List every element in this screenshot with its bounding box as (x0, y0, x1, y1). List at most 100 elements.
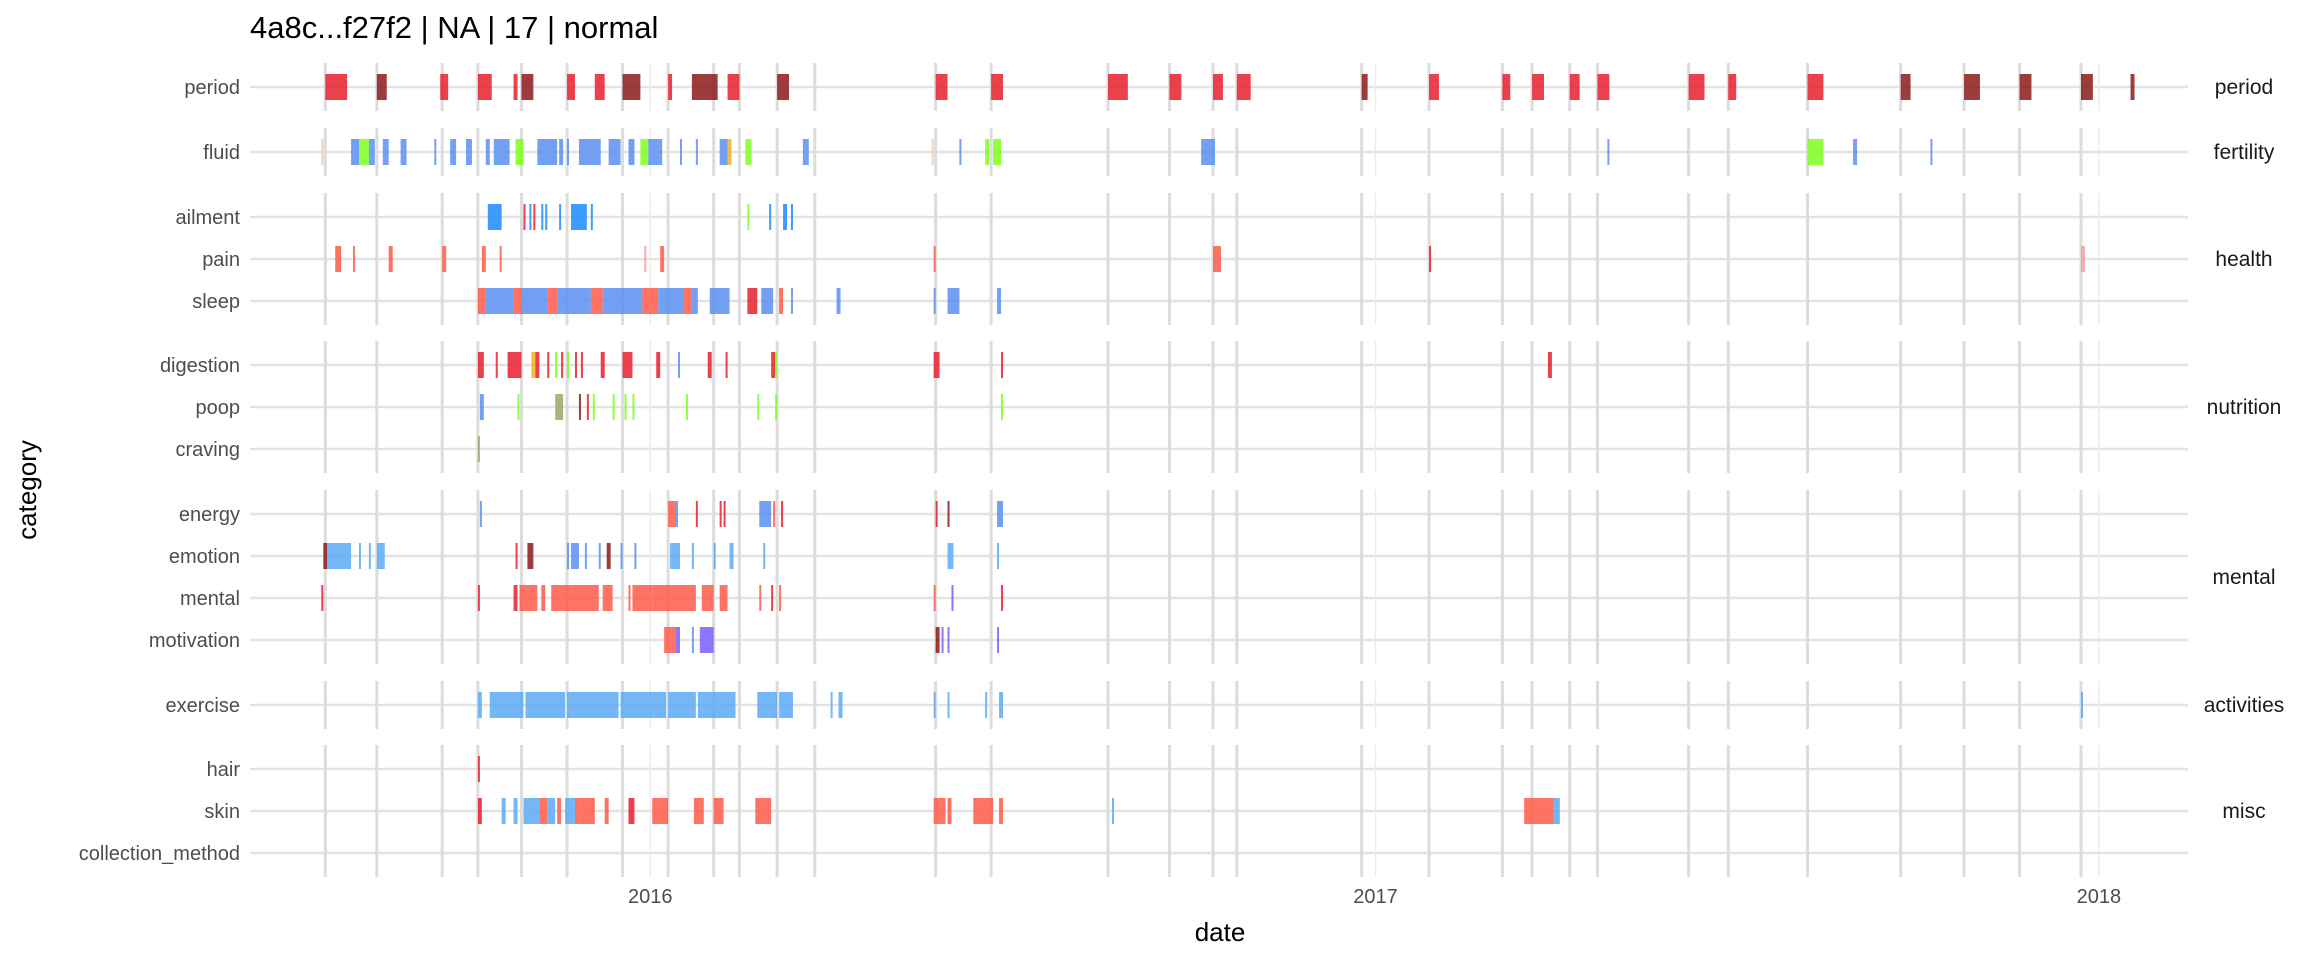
event-bar-motivation (941, 627, 944, 653)
event-bar-digestion (600, 352, 605, 378)
event-bar-sleep (836, 288, 841, 314)
event-bar-period (1213, 74, 1223, 100)
event-bar-motivation (664, 627, 677, 653)
event-bar-fluid (559, 139, 564, 165)
event-bar-sleep (997, 288, 1002, 314)
group-label-fertility: fertility (2214, 141, 2275, 164)
event-bar-sleep (642, 288, 659, 314)
event-bar-digestion (574, 352, 577, 378)
event-bar-fluid (680, 139, 683, 165)
event-bar-ailment (559, 204, 562, 230)
event-bar-emotion (763, 543, 766, 569)
event-bar-energy (759, 501, 772, 527)
event-bar-period (1429, 74, 1439, 100)
event-bar-sleep (485, 288, 514, 314)
facet-panel-mental (250, 490, 2188, 664)
event-bar-mental (571, 585, 599, 611)
event-bar-emotion (323, 543, 328, 569)
event-bar-fluid (628, 139, 635, 165)
event-bar-sleep (521, 288, 548, 314)
event-bar-sleep (933, 288, 936, 314)
event-bar-fluid (1807, 139, 1824, 165)
series-motivation (664, 627, 1000, 653)
event-bar-emotion (327, 543, 352, 569)
group-label-activities: activities (2204, 694, 2285, 717)
group-label-misc: misc (2222, 800, 2265, 823)
event-bar-energy (997, 501, 1004, 527)
event-bar-period (1807, 74, 1824, 100)
event-bar-digestion (561, 352, 564, 378)
event-bar-period (2080, 74, 2093, 100)
event-bar-ailment (769, 204, 772, 230)
event-bar-fluid (358, 139, 369, 165)
event-bar-period (991, 74, 1004, 100)
event-bar-pain (353, 246, 356, 272)
event-bar-fluid (400, 139, 407, 165)
event-bar-period (594, 74, 605, 100)
event-bar-emotion (670, 543, 681, 569)
event-bar-emotion (634, 543, 637, 569)
event-bar-ailment (533, 204, 536, 230)
row-label-period: period (184, 77, 240, 99)
event-bar-ailment (571, 204, 587, 230)
facet-panel-nutrition (250, 341, 2188, 473)
event-bar-ailment (529, 204, 532, 230)
event-bar-pain (388, 246, 393, 272)
event-bar-fluid (578, 139, 601, 165)
event-bar-energy (947, 501, 950, 527)
event-bar-skin (628, 798, 635, 824)
event-bar-poop (775, 394, 778, 420)
event-bar-period (1688, 74, 1705, 100)
row-label-exercise: exercise (166, 695, 240, 717)
event-bar-sleep (547, 288, 558, 314)
event-bar-exercise (830, 692, 833, 718)
event-bar-emotion (947, 543, 954, 569)
event-bar-skin (477, 798, 482, 824)
event-bar-exercise (985, 692, 988, 718)
event-bar-energy (723, 501, 726, 527)
event-bar-fluid (321, 139, 324, 165)
event-bar-fluid (567, 139, 570, 165)
event-bar-skin (933, 798, 946, 824)
event-bar-hair (477, 756, 480, 782)
event-bar-period (668, 74, 673, 100)
event-bar-emotion (571, 543, 579, 569)
event-bar-digestion (580, 352, 583, 378)
facet-panel-fertility (250, 128, 2188, 176)
event-bar-energy (668, 501, 677, 527)
event-bar-pain (660, 246, 665, 272)
group-label-nutrition: nutrition (2207, 396, 2282, 419)
event-bar-poop (592, 394, 595, 420)
series-sleep (477, 288, 1002, 314)
event-bar-fluid (985, 139, 990, 165)
event-bar-fluid (493, 139, 510, 165)
event-bar-skin (557, 798, 562, 824)
event-bar-skin (513, 798, 518, 824)
event-bar-digestion (1547, 352, 1552, 378)
event-bar-exercise (757, 692, 778, 718)
event-bar-poop (578, 394, 581, 420)
series-exercise (477, 692, 2083, 718)
event-bar-exercise (525, 692, 566, 718)
event-bar-period (1361, 74, 1368, 100)
event-bar-emotion (368, 543, 371, 569)
event-bar-emotion (606, 543, 611, 569)
event-bar-sleep (747, 288, 758, 314)
event-bar-skin (539, 798, 548, 824)
event-bar-period (1900, 74, 1911, 100)
event-bar-emotion (729, 543, 734, 569)
event-bar-digestion (495, 352, 498, 378)
event-bar-sleep (709, 288, 730, 314)
event-bar-period (622, 74, 641, 100)
series-period (325, 74, 2135, 100)
event-bar-fluid (745, 139, 752, 165)
event-bar-mental (771, 585, 774, 611)
event-bar-exercise (477, 692, 482, 718)
event-bar-mental (477, 585, 480, 611)
event-bar-mental (632, 585, 653, 611)
series-craving (477, 436, 480, 462)
event-bar-poop (555, 394, 564, 420)
chart-title: 4a8c...f27f2 | NA | 17 | normal (250, 10, 658, 45)
row-label-hair: hair (207, 759, 241, 781)
event-bar-sleep (691, 288, 698, 314)
